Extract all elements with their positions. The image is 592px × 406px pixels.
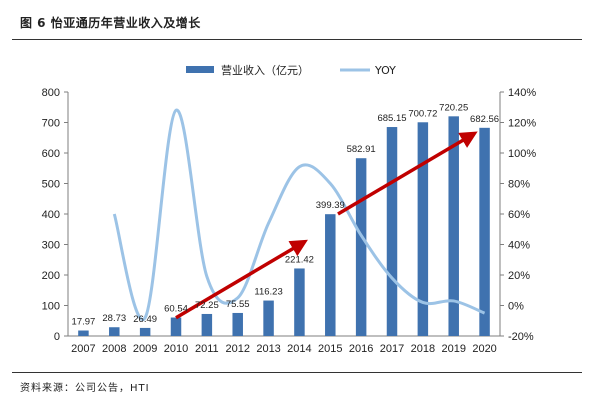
left-axis-tick-label: 300 [42, 240, 60, 252]
revenue-data-label: 221.42 [285, 254, 314, 265]
revenue-data-label: 116.23 [254, 287, 282, 298]
x-axis-tick-label: 2018 [411, 343, 435, 355]
footer-rule [12, 372, 582, 373]
x-axis-tick-label: 2016 [349, 343, 373, 355]
right-axis-tick-label: 60% [508, 209, 530, 221]
revenue-data-label: 700.72 [408, 108, 437, 119]
revenue-bar [78, 330, 89, 336]
revenue-data-label: 72.25 [195, 300, 219, 311]
revenue-bar [263, 300, 274, 336]
x-axis-tick-label: 2010 [164, 343, 188, 355]
source-note: 资料来源：公司公告，HTI [20, 383, 150, 394]
x-axis-tick-label: 2019 [441, 343, 465, 355]
x-axis-tick-label: 2011 [195, 343, 219, 355]
left-axis-tick-label: 400 [42, 209, 60, 221]
figure-title: 图 6 怡亚通历年营业收入及增长 [20, 16, 201, 30]
revenue-bar [386, 127, 398, 336]
revenue-data-label: 75.55 [226, 299, 250, 310]
x-axis-tick-label: 2008 [102, 343, 126, 355]
left-axis-tick-label: 800 [42, 87, 60, 99]
right-axis-tick-label: -20% [508, 331, 534, 343]
legend: 营业收入（亿元） YOY [186, 63, 396, 77]
revenue-data-label: 720.25 [439, 102, 468, 113]
revenue-data-label: 685.15 [377, 113, 406, 124]
right-axis-tick-label: 120% [508, 118, 536, 130]
revenue-bar [355, 158, 367, 336]
revenue-bar [479, 127, 490, 336]
revenue-bar [294, 268, 305, 336]
x-axis-tick-label: 2020 [472, 343, 496, 355]
legend-bar-label: 营业收入（亿元） [221, 63, 309, 77]
revenue-data-label: 682.56 [470, 114, 499, 125]
right-axis-tick-label: 100% [508, 148, 536, 160]
revenue-data-label: 17.97 [72, 317, 96, 328]
header-rule [12, 39, 582, 40]
trend-arrows [175, 131, 478, 320]
left-axis-tick-label: 600 [42, 148, 60, 160]
x-axis-tick-label: 2009 [133, 343, 157, 355]
revenue-data-label: 28.73 [102, 313, 126, 324]
revenue-data-label: 399.39 [316, 200, 345, 211]
revenue-bar [139, 327, 151, 336]
data-labels: 17.97 28.73 26.49 60.54 72.25 75.55 116.23 221.… [72, 102, 500, 327]
right-axis-tick-label: 0% [508, 301, 524, 313]
left-axis-tick-label: 0 [54, 331, 60, 343]
x-axis-tick-label: 2007 [71, 343, 95, 355]
axes: 0 100 200 300 400 500 600 700 800 -20% 0% 20% 40% 60%… [42, 87, 537, 355]
trend-arrow-2 [337, 131, 478, 216]
revenue-bar [170, 317, 182, 336]
revenue-bar [232, 312, 243, 336]
right-axis-tick-label: 40% [508, 240, 530, 252]
x-axis-tick-label: 2014 [287, 343, 311, 355]
revenue-bar [201, 313, 213, 336]
left-axis-tick-label: 100 [42, 301, 60, 313]
left-axis-tick-label: 500 [42, 179, 60, 191]
bar-series [78, 116, 490, 337]
revenue-bar [448, 116, 459, 336]
revenue-bar [417, 122, 429, 337]
revenue-data-label: 26.49 [133, 314, 157, 325]
legend-line-label: YOY [374, 64, 396, 77]
revenue-data-label: 60.54 [164, 304, 188, 315]
right-axis-tick-label: 140% [508, 87, 536, 99]
trend-arrow-1 [175, 239, 308, 320]
revenue-data-label: 582.91 [347, 144, 376, 155]
figure-header: 图 6 怡亚通历年营业收入及增长 [0, 0, 592, 40]
x-axis-tick-label: 2015 [318, 343, 342, 355]
revenue-bar [109, 327, 120, 336]
legend-bar-swatch [186, 66, 214, 73]
x-axis-tick-label: 2013 [256, 343, 280, 355]
x-axis-tick-label: 2012 [225, 343, 249, 355]
right-axis-tick-label: 20% [508, 270, 530, 282]
x-axis-tick-label: 2017 [380, 343, 404, 355]
left-axis-tick-label: 200 [42, 270, 60, 282]
left-axis-tick-label: 700 [42, 118, 60, 130]
yoy-line [112, 108, 486, 322]
revenue-bar [325, 214, 336, 336]
right-axis-tick-label: 80% [508, 179, 530, 191]
yoy-line-series [112, 108, 486, 322]
